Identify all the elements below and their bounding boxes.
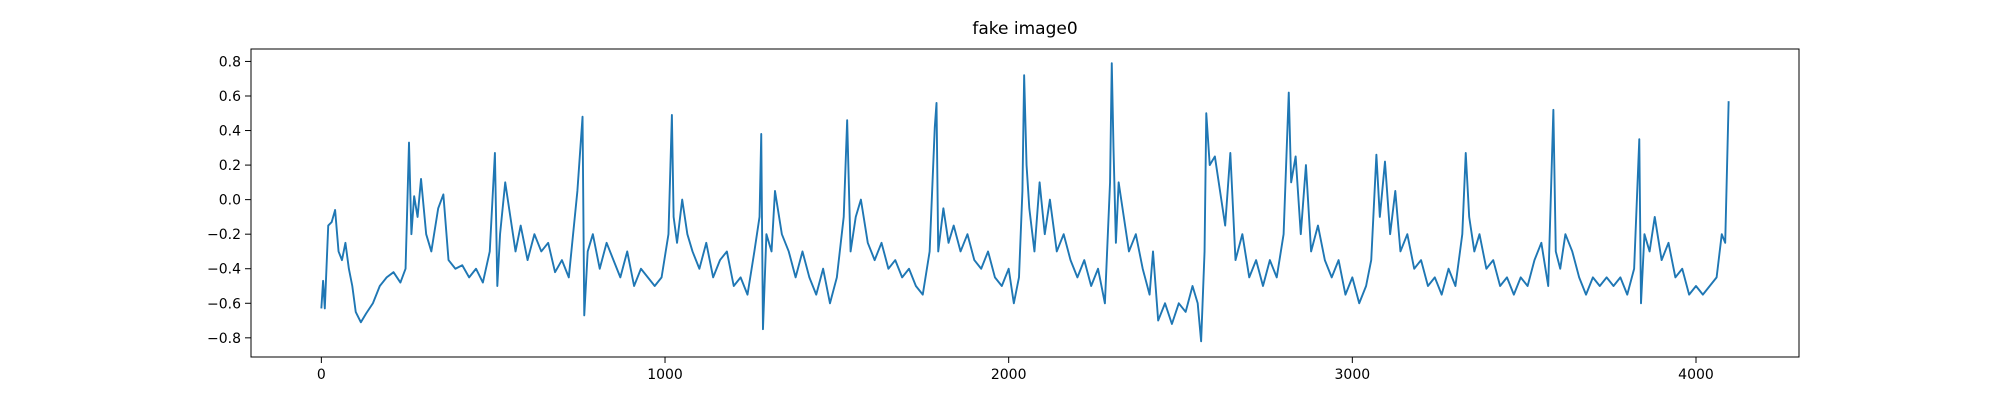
y-tick-label: 0.4 [219, 124, 241, 140]
x-tick-label: 4000 [1678, 367, 1714, 383]
plot-frame [250, 48, 1800, 358]
chart-title: fake image0 [972, 19, 1077, 39]
y-tick-label: −0.2 [207, 227, 241, 243]
data-line [320, 62, 1730, 343]
x-tick-label: 0 [317, 367, 326, 383]
y-tick-label: 0.0 [219, 193, 241, 209]
x-tick-label: 3000 [1335, 367, 1371, 383]
y-tick-label: −0.8 [207, 331, 241, 347]
y-tick-label: 0.8 [219, 54, 241, 70]
y-tick-label: −0.4 [207, 262, 241, 278]
y-tick-label: −0.6 [207, 296, 241, 312]
x-tick-label: 1000 [647, 367, 683, 383]
x-tick-label: 2000 [991, 367, 1027, 383]
y-tick-label: 0.6 [219, 89, 241, 105]
y-tick-label: 0.2 [219, 158, 241, 174]
